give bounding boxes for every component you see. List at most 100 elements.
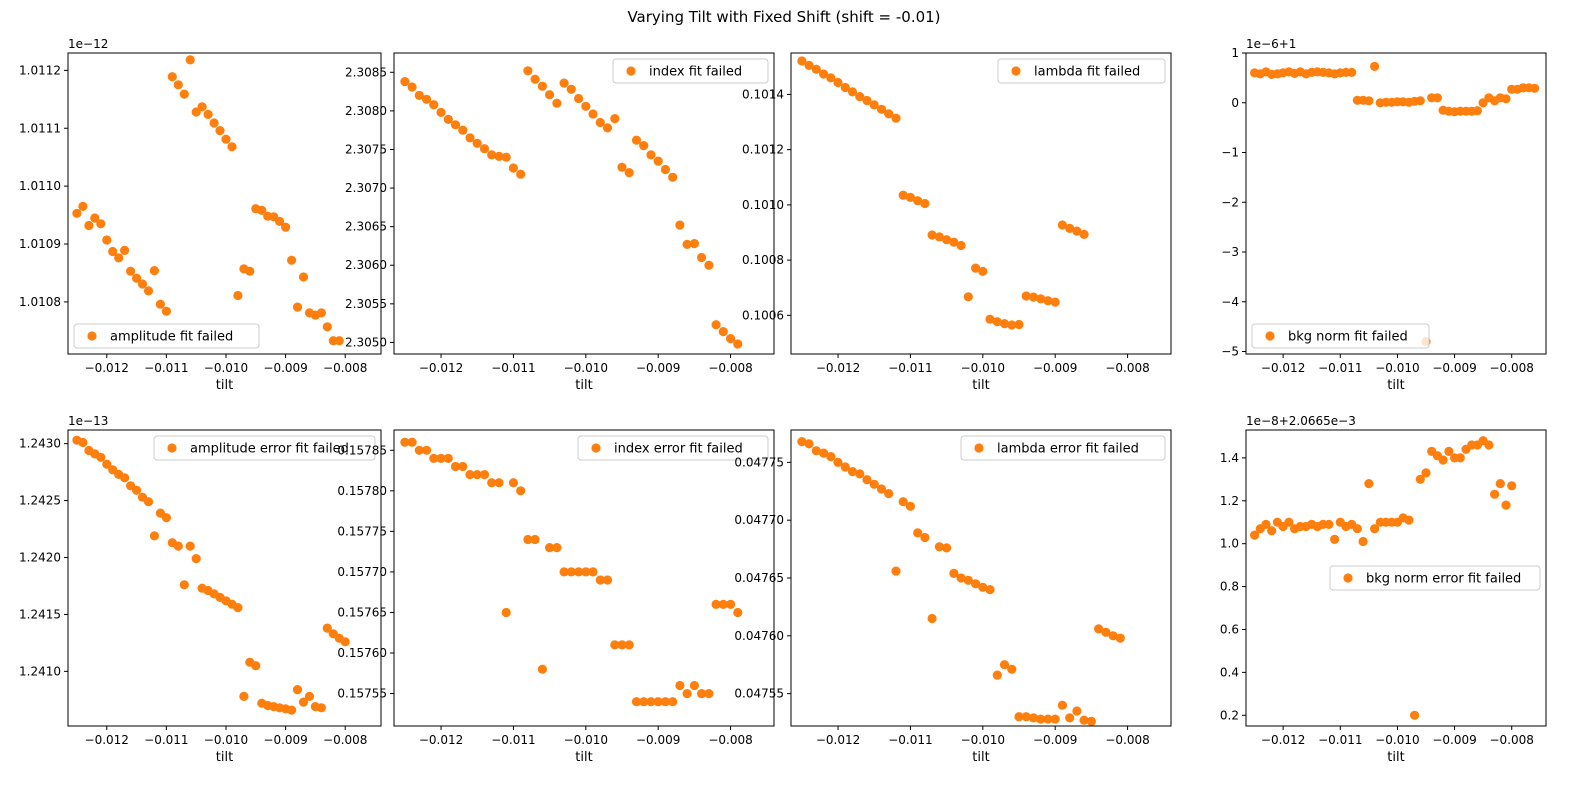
data-point — [443, 453, 453, 463]
data-point — [1086, 716, 1096, 727]
scatter-points — [1250, 436, 1517, 720]
data-point — [450, 120, 461, 130]
data-point — [1284, 517, 1294, 527]
x-axis-label: tilt — [216, 378, 233, 393]
data-point — [1364, 96, 1374, 106]
x-tick-label: −0.008 — [1105, 361, 1149, 375]
x-tick-label: −0.012 — [419, 733, 463, 747]
data-point — [992, 317, 1002, 327]
data-point — [487, 150, 497, 160]
data-point — [155, 299, 165, 309]
y-tick-label: 0.15760 — [337, 646, 387, 660]
data-point — [1043, 296, 1053, 306]
data-point — [233, 290, 243, 301]
data-point — [704, 689, 714, 699]
y-tick-label: −3 — [1221, 245, 1239, 259]
data-point — [1358, 536, 1368, 547]
x-tick-label: −0.012 — [85, 733, 129, 747]
y-tick-label: −4 — [1221, 295, 1239, 309]
data-point — [552, 98, 562, 108]
y-tick-label: 0.15785 — [337, 443, 387, 457]
data-point — [697, 689, 707, 699]
data-point — [203, 109, 213, 119]
legend-box — [960, 435, 1166, 461]
subplot-4: −0.012 −0.011 −0.010 −0.009 −0.008 −5 −4 −3 −2 −1… — [1221, 37, 1547, 393]
data-point — [443, 114, 453, 124]
data-point — [1007, 664, 1017, 674]
y-offset-text: 1e−6+1 — [1246, 37, 1296, 51]
data-point — [316, 308, 326, 318]
x-tick-label: −0.012 — [85, 361, 129, 375]
data-point — [913, 528, 923, 538]
data-point — [400, 437, 410, 447]
data-point — [797, 56, 807, 66]
data-point — [487, 478, 497, 488]
y-tick-label: 2.3070 — [345, 181, 387, 195]
scatter-points — [400, 437, 743, 707]
y-offset-text: 1e−13 — [68, 414, 108, 428]
x-tick-label: −0.009 — [263, 733, 307, 747]
axes-frame — [393, 52, 775, 355]
x-tick-label: −0.008 — [708, 733, 752, 747]
data-point — [559, 78, 569, 88]
data-point — [588, 567, 598, 577]
y-tick-label: 0.15770 — [337, 565, 387, 579]
data-point — [624, 168, 634, 178]
data-point — [501, 607, 511, 618]
x-tick-label: −0.012 — [816, 361, 860, 375]
scatter-points — [797, 56, 1089, 330]
y-tick-label: 2.3065 — [345, 220, 387, 234]
x-axis-label: tilt — [1387, 378, 1404, 393]
y-tick-label: 0.1006 — [742, 308, 784, 322]
data-point — [660, 697, 671, 707]
legend-marker — [626, 66, 636, 76]
y-tick-label: 0.04760 — [734, 629, 784, 643]
data-point — [1108, 631, 1118, 641]
data-point — [617, 640, 627, 650]
data-point — [414, 90, 424, 100]
x-tick-label: −0.011 — [1318, 733, 1362, 747]
data-point — [1079, 229, 1089, 239]
y-tick-label: 0.15755 — [337, 687, 387, 701]
data-point — [173, 541, 183, 551]
legend-label: lambda fit failed — [1034, 65, 1140, 80]
data-point — [898, 497, 908, 507]
axes-frame — [1245, 52, 1547, 355]
data-point — [1050, 714, 1060, 724]
data-point — [523, 66, 533, 76]
data-point — [711, 320, 721, 330]
data-point — [316, 703, 326, 713]
data-point — [985, 585, 995, 595]
data-point — [833, 457, 843, 467]
data-point — [934, 232, 945, 242]
y-tick-label: 2.3085 — [345, 65, 387, 79]
y-tick-label: 1.0109 — [19, 237, 61, 251]
axes-frame — [1245, 429, 1547, 727]
y-tick-label: 0.04755 — [734, 687, 784, 701]
data-point — [1370, 61, 1380, 71]
data-point — [90, 213, 100, 223]
data-point — [143, 497, 154, 507]
data-point — [185, 541, 195, 551]
y-tick-label: 2.3050 — [345, 335, 387, 349]
data-point — [1014, 712, 1024, 722]
data-point — [1115, 633, 1125, 643]
data-point — [1007, 320, 1017, 330]
data-point — [227, 142, 237, 152]
data-point — [465, 470, 475, 480]
scatter-points — [797, 437, 1125, 727]
data-point — [588, 109, 598, 119]
data-point — [1021, 712, 1031, 722]
data-point — [1043, 714, 1053, 724]
data-point — [689, 239, 700, 249]
data-point — [1072, 706, 1082, 716]
data-point — [920, 198, 930, 209]
data-point — [1036, 714, 1046, 724]
data-point — [1267, 526, 1277, 536]
data-point — [167, 72, 177, 82]
data-point — [1028, 713, 1039, 723]
data-point — [149, 531, 159, 541]
data-point — [1057, 220, 1067, 230]
data-point — [537, 81, 548, 91]
data-point — [862, 95, 872, 106]
